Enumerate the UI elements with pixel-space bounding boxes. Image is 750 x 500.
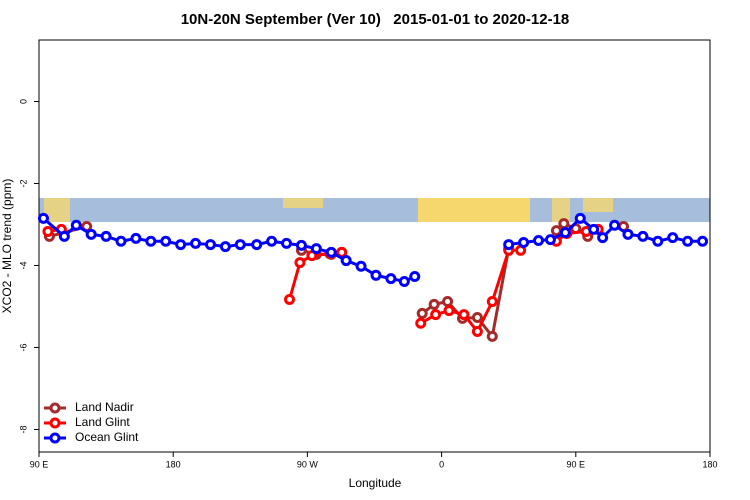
point	[486, 296, 498, 308]
map-band	[39, 198, 710, 222]
point	[295, 239, 307, 251]
point	[471, 325, 483, 337]
point	[204, 239, 216, 251]
point	[533, 234, 545, 246]
y-tick-label: -4	[18, 261, 28, 269]
point	[559, 227, 571, 239]
point	[637, 230, 649, 242]
point	[100, 230, 112, 242]
point	[471, 312, 483, 324]
point	[336, 246, 348, 258]
x-tick-label: 180	[702, 459, 717, 469]
point	[37, 212, 49, 224]
x-tick-label: 90 E	[30, 459, 49, 469]
point	[42, 225, 54, 237]
point	[266, 235, 278, 247]
point	[443, 305, 455, 317]
plot-frame	[38, 39, 711, 453]
point	[175, 239, 187, 251]
point	[385, 273, 397, 285]
point	[597, 232, 609, 244]
point	[667, 232, 679, 244]
point	[544, 234, 556, 246]
point	[458, 309, 470, 321]
point	[398, 275, 410, 287]
point	[558, 218, 570, 230]
point	[355, 260, 367, 272]
x-axis-label: Longitude	[349, 476, 402, 490]
y-tick-label: -8	[18, 425, 28, 433]
point	[415, 317, 427, 329]
point	[340, 255, 352, 267]
point	[70, 219, 82, 231]
point	[416, 307, 428, 319]
point	[430, 309, 442, 321]
point	[145, 235, 157, 247]
point	[281, 237, 293, 249]
y-tick-label: -6	[18, 343, 28, 351]
point	[58, 230, 70, 242]
y-tick-label: 0	[18, 99, 28, 104]
legend-marker	[49, 417, 61, 429]
point	[251, 239, 263, 251]
legend-label: Land Nadir	[75, 400, 134, 414]
point	[518, 237, 530, 249]
point	[115, 235, 127, 247]
x-tick-label: 0	[439, 459, 444, 469]
point	[294, 257, 306, 269]
point	[190, 237, 202, 249]
point	[370, 269, 382, 281]
point	[622, 228, 634, 240]
point	[325, 246, 337, 258]
point	[428, 298, 440, 310]
point	[682, 235, 694, 247]
y-axis-label: XCO2 - MLO trend (ppm)	[0, 179, 14, 314]
point	[310, 243, 322, 255]
legend-marker	[49, 432, 61, 444]
chart-title: 10N-20N September (Ver 10) 2015-01-01 to…	[181, 11, 570, 28]
point	[503, 239, 515, 251]
point	[284, 293, 296, 305]
point	[609, 219, 621, 231]
point	[697, 235, 709, 247]
point	[234, 239, 246, 251]
legend-label: Land Glint	[75, 415, 130, 429]
point	[652, 235, 664, 247]
point	[85, 228, 97, 240]
point	[409, 271, 421, 283]
point	[219, 241, 231, 253]
point	[160, 235, 172, 247]
point	[442, 296, 454, 308]
x-tick-label: 180	[166, 459, 181, 469]
point	[130, 232, 142, 244]
legend-label: Ocean Glint	[75, 430, 139, 444]
point	[574, 212, 586, 224]
x-tick-label: 90 W	[297, 459, 319, 469]
x-tick-label: 90 E	[567, 459, 586, 469]
point	[550, 225, 562, 237]
y-tick-label: -2	[18, 179, 28, 187]
point	[588, 223, 600, 235]
legend-marker	[49, 402, 61, 414]
point	[486, 330, 498, 342]
